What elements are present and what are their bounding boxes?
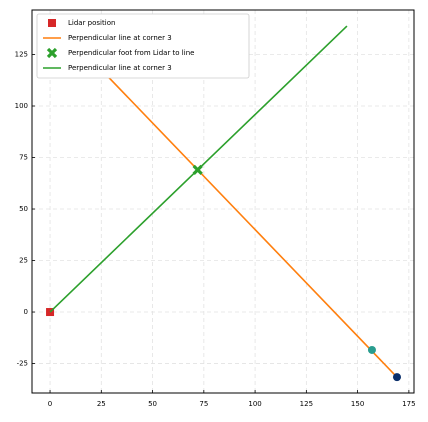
- y-tick-label: 25: [19, 257, 28, 265]
- y-tick-label: 100: [15, 102, 28, 110]
- y-tick-label: -25: [17, 360, 28, 368]
- legend-label: Lidar position: [68, 19, 115, 27]
- x-tick-label: 75: [199, 400, 208, 408]
- x-tick-label: 175: [402, 400, 415, 408]
- axes-frame: [31, 9, 415, 394]
- legend-box: [36, 13, 250, 79]
- marker: [46, 47, 58, 59]
- legend-label: Perpendicular line at corner 3: [68, 34, 172, 42]
- legend: Lidar position Perpendicular line at corn…: [36, 13, 250, 79]
- x-tick-label: 100: [248, 400, 261, 408]
- y-tick-label: 50: [19, 205, 28, 213]
- legend-label: Perpendicular foot from Lidar to line: [68, 49, 194, 57]
- y-tick-label: 0: [24, 308, 28, 316]
- line: [49, 25, 348, 313]
- x-tick-label: 150: [351, 400, 364, 408]
- marker: [48, 19, 56, 27]
- point: [367, 345, 376, 354]
- x-tick-label: 0: [48, 400, 52, 408]
- x-tick-label: 25: [97, 400, 106, 408]
- legend-label: Perpendicular line at corner 3: [68, 64, 172, 72]
- x-tick-label: 125: [300, 400, 313, 408]
- point: [392, 373, 401, 382]
- y-tick-label: 75: [19, 154, 28, 162]
- x-tick-label: 50: [148, 400, 157, 408]
- y-tick-label: 125: [15, 51, 28, 59]
